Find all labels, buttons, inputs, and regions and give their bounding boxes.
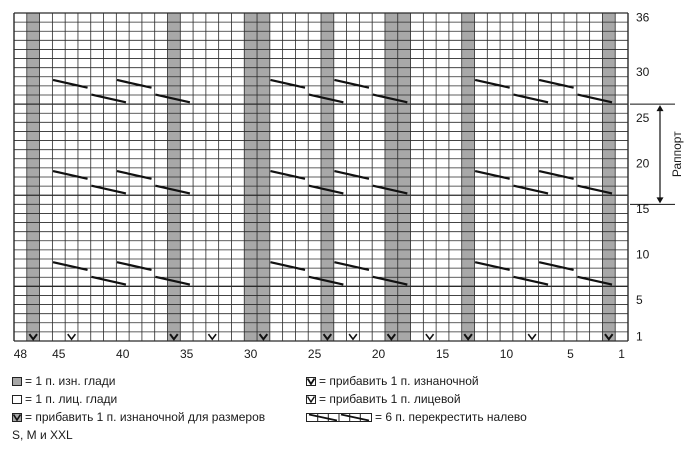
- cable-stroke: [91, 184, 127, 195]
- row-label: 20: [636, 156, 650, 170]
- legend-inc-purl-sizes-text: = прибавить 1 п. изнаночной для размеров: [25, 410, 266, 424]
- inc-knit-mark: [67, 333, 77, 341]
- inc-purl-mark: [604, 333, 614, 341]
- row-label: 1: [636, 329, 643, 343]
- col-label: 15: [436, 347, 450, 361]
- knit-swatch: [12, 394, 22, 404]
- legend-inc-purl-sizes-2: S, M и XXL: [12, 428, 73, 442]
- col-label: 40: [116, 347, 130, 361]
- legend-cable: = 6 п. перекрестить налево: [306, 410, 527, 424]
- cable-stroke: [270, 261, 306, 272]
- cable-stroke: [538, 78, 574, 89]
- col-label: 48: [14, 347, 28, 361]
- inc-purl-swatch: [306, 376, 316, 386]
- cable-stroke: [513, 275, 549, 286]
- cable-stroke: [52, 261, 88, 272]
- legend-purl: = 1 п. изн. глади: [12, 374, 116, 388]
- cable-stroke: [116, 170, 152, 180]
- inc-knit-mark: [425, 333, 435, 341]
- cable-stroke: [270, 78, 306, 89]
- inc-purl-mark: [463, 333, 473, 341]
- repeat-label: Раппорт: [670, 131, 684, 177]
- cable-swatch: [306, 412, 372, 422]
- cable-stroke: [270, 170, 306, 180]
- legend-cable-text: = 6 п. перекрестить налево: [375, 410, 527, 424]
- cable-stroke: [155, 93, 191, 104]
- inc-purl-mark: [169, 333, 179, 341]
- cable-stroke: [474, 261, 510, 272]
- cable-stroke: [52, 78, 88, 89]
- chart-marks: [28, 78, 614, 341]
- legend-inc-purl-sizes: = прибавить 1 п. изнаночной для размеров: [12, 410, 265, 424]
- cable-stroke: [334, 261, 370, 272]
- cable-stroke: [577, 184, 613, 195]
- cable-stroke: [372, 275, 408, 286]
- inc-knit-mark: [348, 333, 358, 341]
- legend-inc-purl: = прибавить 1 п. изнаночной: [306, 374, 479, 388]
- cable-stroke: [372, 184, 408, 195]
- col-label: 5: [567, 347, 574, 361]
- chart-grid: [13, 12, 629, 342]
- cable-stroke: [474, 170, 510, 180]
- legend-inc-purl-text: = прибавить 1 п. изнаночной: [319, 374, 479, 388]
- row-label: 5: [636, 293, 643, 307]
- col-label: 35: [180, 347, 194, 361]
- col-label: 10: [500, 347, 514, 361]
- legend-inc-knit-text: = прибавить 1 п. лицевой: [319, 392, 461, 406]
- legend-knit: = 1 п. лиц. глади: [12, 392, 117, 406]
- cable-stroke: [577, 275, 613, 286]
- inc-knit-mark: [527, 333, 537, 341]
- row-label: 30: [636, 65, 650, 79]
- col-label: 20: [372, 347, 386, 361]
- cable-stroke: [91, 275, 127, 286]
- inc-purl-mark: [28, 333, 38, 341]
- cable-stroke: [308, 184, 344, 195]
- repeat-arrow-up: [656, 105, 664, 112]
- cable-stroke: [308, 93, 344, 104]
- cable-stroke: [538, 261, 574, 272]
- cable-stroke: [116, 261, 152, 272]
- cable-stroke: [513, 184, 549, 195]
- row-label: 15: [636, 202, 650, 216]
- cable-stroke: [334, 170, 370, 180]
- repeat-arrow-down: [656, 197, 664, 204]
- inc-purl-mark: [386, 333, 396, 341]
- purl-swatch: [12, 376, 22, 386]
- legend-inc-purl-sizes-text-2: S, M и XXL: [12, 428, 73, 442]
- inc-purl-mark: [322, 333, 333, 341]
- col-label: 45: [52, 347, 66, 361]
- cable-stroke: [577, 93, 613, 104]
- col-label: 25: [308, 347, 322, 361]
- row-label: 36: [636, 11, 650, 25]
- row-label: 25: [636, 111, 650, 125]
- cable-stroke: [513, 93, 549, 104]
- cable-stroke: [116, 78, 152, 89]
- cable-stroke: [538, 170, 574, 180]
- cable-stroke: [155, 184, 191, 195]
- cable-stroke: [308, 275, 344, 286]
- inc-knit-swatch: [306, 394, 316, 404]
- inc-purl-mark: [258, 333, 269, 341]
- cable-stroke: [474, 78, 510, 89]
- legend-purl-text: = 1 п. изн. глади: [25, 374, 116, 388]
- cable-stroke: [372, 93, 408, 104]
- cable-stroke: [52, 170, 88, 180]
- inc-purl-sizes-swatch: [12, 412, 22, 422]
- legend-inc-knit: = прибавить 1 п. лицевой: [306, 392, 461, 406]
- legend-knit-text: = 1 п. лиц. глади: [25, 392, 118, 406]
- col-label: 30: [244, 347, 258, 361]
- cable-stroke: [334, 78, 370, 89]
- col-label: 1: [618, 347, 625, 361]
- cable-stroke: [155, 275, 191, 286]
- inc-knit-mark: [207, 333, 217, 341]
- row-label: 10: [636, 247, 650, 261]
- cable-stroke: [91, 93, 127, 104]
